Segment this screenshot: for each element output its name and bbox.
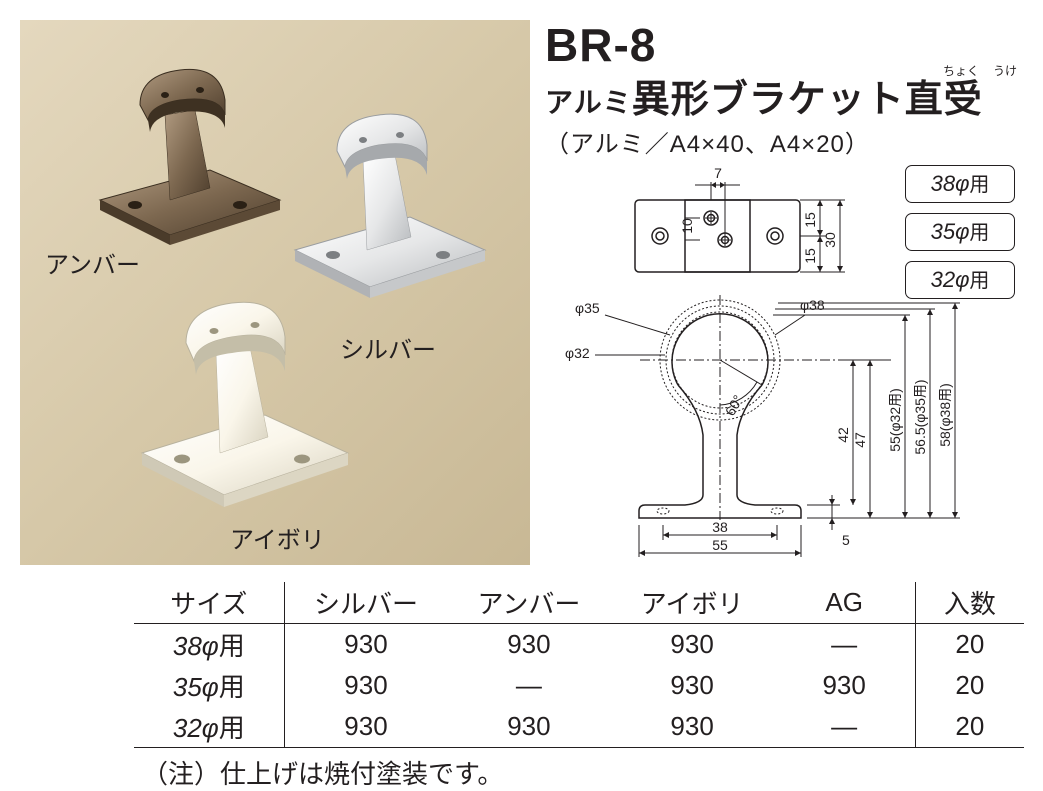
svg-text:47: 47 xyxy=(852,432,868,448)
th-ivory: アイボリ xyxy=(611,582,774,624)
title-mid: 異形ブラケット xyxy=(632,79,905,121)
label-ivory: アイボリ xyxy=(230,520,325,555)
size-badge-35: 35φ用 xyxy=(905,213,1015,251)
svg-text:7: 7 xyxy=(714,165,722,181)
note: （注）仕上げは焼付塗装です。 xyxy=(134,754,1024,791)
diagram-front-view: φ35 φ32 φ38 60° 38 55 xyxy=(545,285,1015,575)
svg-text:5: 5 xyxy=(842,532,850,548)
th-size: サイズ xyxy=(134,582,284,624)
table-row: 35φ用 930 — 930 930 20 xyxy=(134,665,1024,706)
svg-text:φ35: φ35 xyxy=(575,300,600,316)
svg-text:38: 38 xyxy=(712,519,728,535)
product-title: ちょく うけ アルミ異形ブラケット直受 xyxy=(545,68,1035,118)
svg-text:30: 30 xyxy=(822,232,838,248)
title-end: 直受 xyxy=(905,79,983,121)
svg-text:15: 15 xyxy=(802,248,818,264)
th-amber: アンバー xyxy=(447,582,610,624)
bracket-silver xyxy=(275,105,505,315)
svg-text:56.5(φ35用): 56.5(φ35用) xyxy=(912,379,928,454)
title-prefix: アルミ xyxy=(545,87,632,118)
table-row: 32φ用 930 930 930 — 20 xyxy=(134,706,1024,748)
svg-text:φ32: φ32 xyxy=(565,345,590,361)
table-row: 38φ用 930 930 930 — 20 xyxy=(134,624,1024,666)
th-silver: シルバー xyxy=(284,582,447,624)
furigana-2: うけ xyxy=(993,62,1017,79)
bracket-ivory xyxy=(120,295,370,525)
size-badge-38: 38φ用 xyxy=(905,165,1015,203)
header: BR-8 ちょく うけ アルミ異形ブラケット直受 （アルミ／A4×40、A4×2… xyxy=(545,18,1035,159)
svg-text:15: 15 xyxy=(802,212,818,228)
product-photo: アンバー シルバー xyxy=(20,20,530,565)
svg-text:55(φ32用): 55(φ32用) xyxy=(887,388,903,452)
furigana-1: ちょく xyxy=(943,62,979,79)
svg-text:φ38: φ38 xyxy=(800,297,825,313)
svg-text:58(φ38用): 58(φ38用) xyxy=(937,383,953,447)
th-qty: 入数 xyxy=(915,582,1024,624)
svg-text:42: 42 xyxy=(835,427,851,443)
diagram-top-view: 7 10 15 15 30 xyxy=(585,160,885,305)
svg-text:10: 10 xyxy=(679,218,695,234)
price-table: サイズ シルバー アンバー アイボリ AG 入数 38φ用 930 930 93… xyxy=(134,582,1024,791)
material-spec: （アルミ／A4×40、A4×20） xyxy=(545,124,1035,159)
label-amber: アンバー xyxy=(45,245,140,280)
diagram-area: 38φ用 35φ用 32φ用 7 10 xyxy=(545,165,1035,565)
th-ag: AG xyxy=(774,582,915,624)
svg-text:55: 55 xyxy=(712,537,728,553)
bracket-amber xyxy=(80,60,300,260)
